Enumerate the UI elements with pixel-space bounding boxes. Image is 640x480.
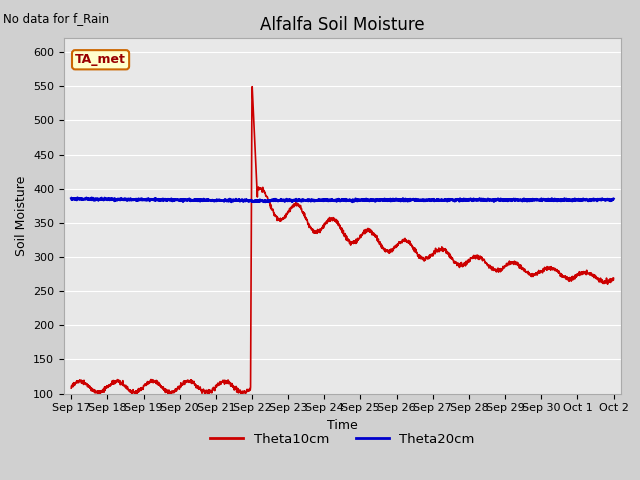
X-axis label: Time: Time xyxy=(327,419,358,432)
Legend: Theta10cm, Theta20cm: Theta10cm, Theta20cm xyxy=(205,427,480,451)
Title: Alfalfa Soil Moisture: Alfalfa Soil Moisture xyxy=(260,16,425,34)
Y-axis label: Soil Moisture: Soil Moisture xyxy=(15,176,28,256)
Text: No data for f_Rain: No data for f_Rain xyxy=(3,12,109,25)
Text: TA_met: TA_met xyxy=(75,53,126,66)
